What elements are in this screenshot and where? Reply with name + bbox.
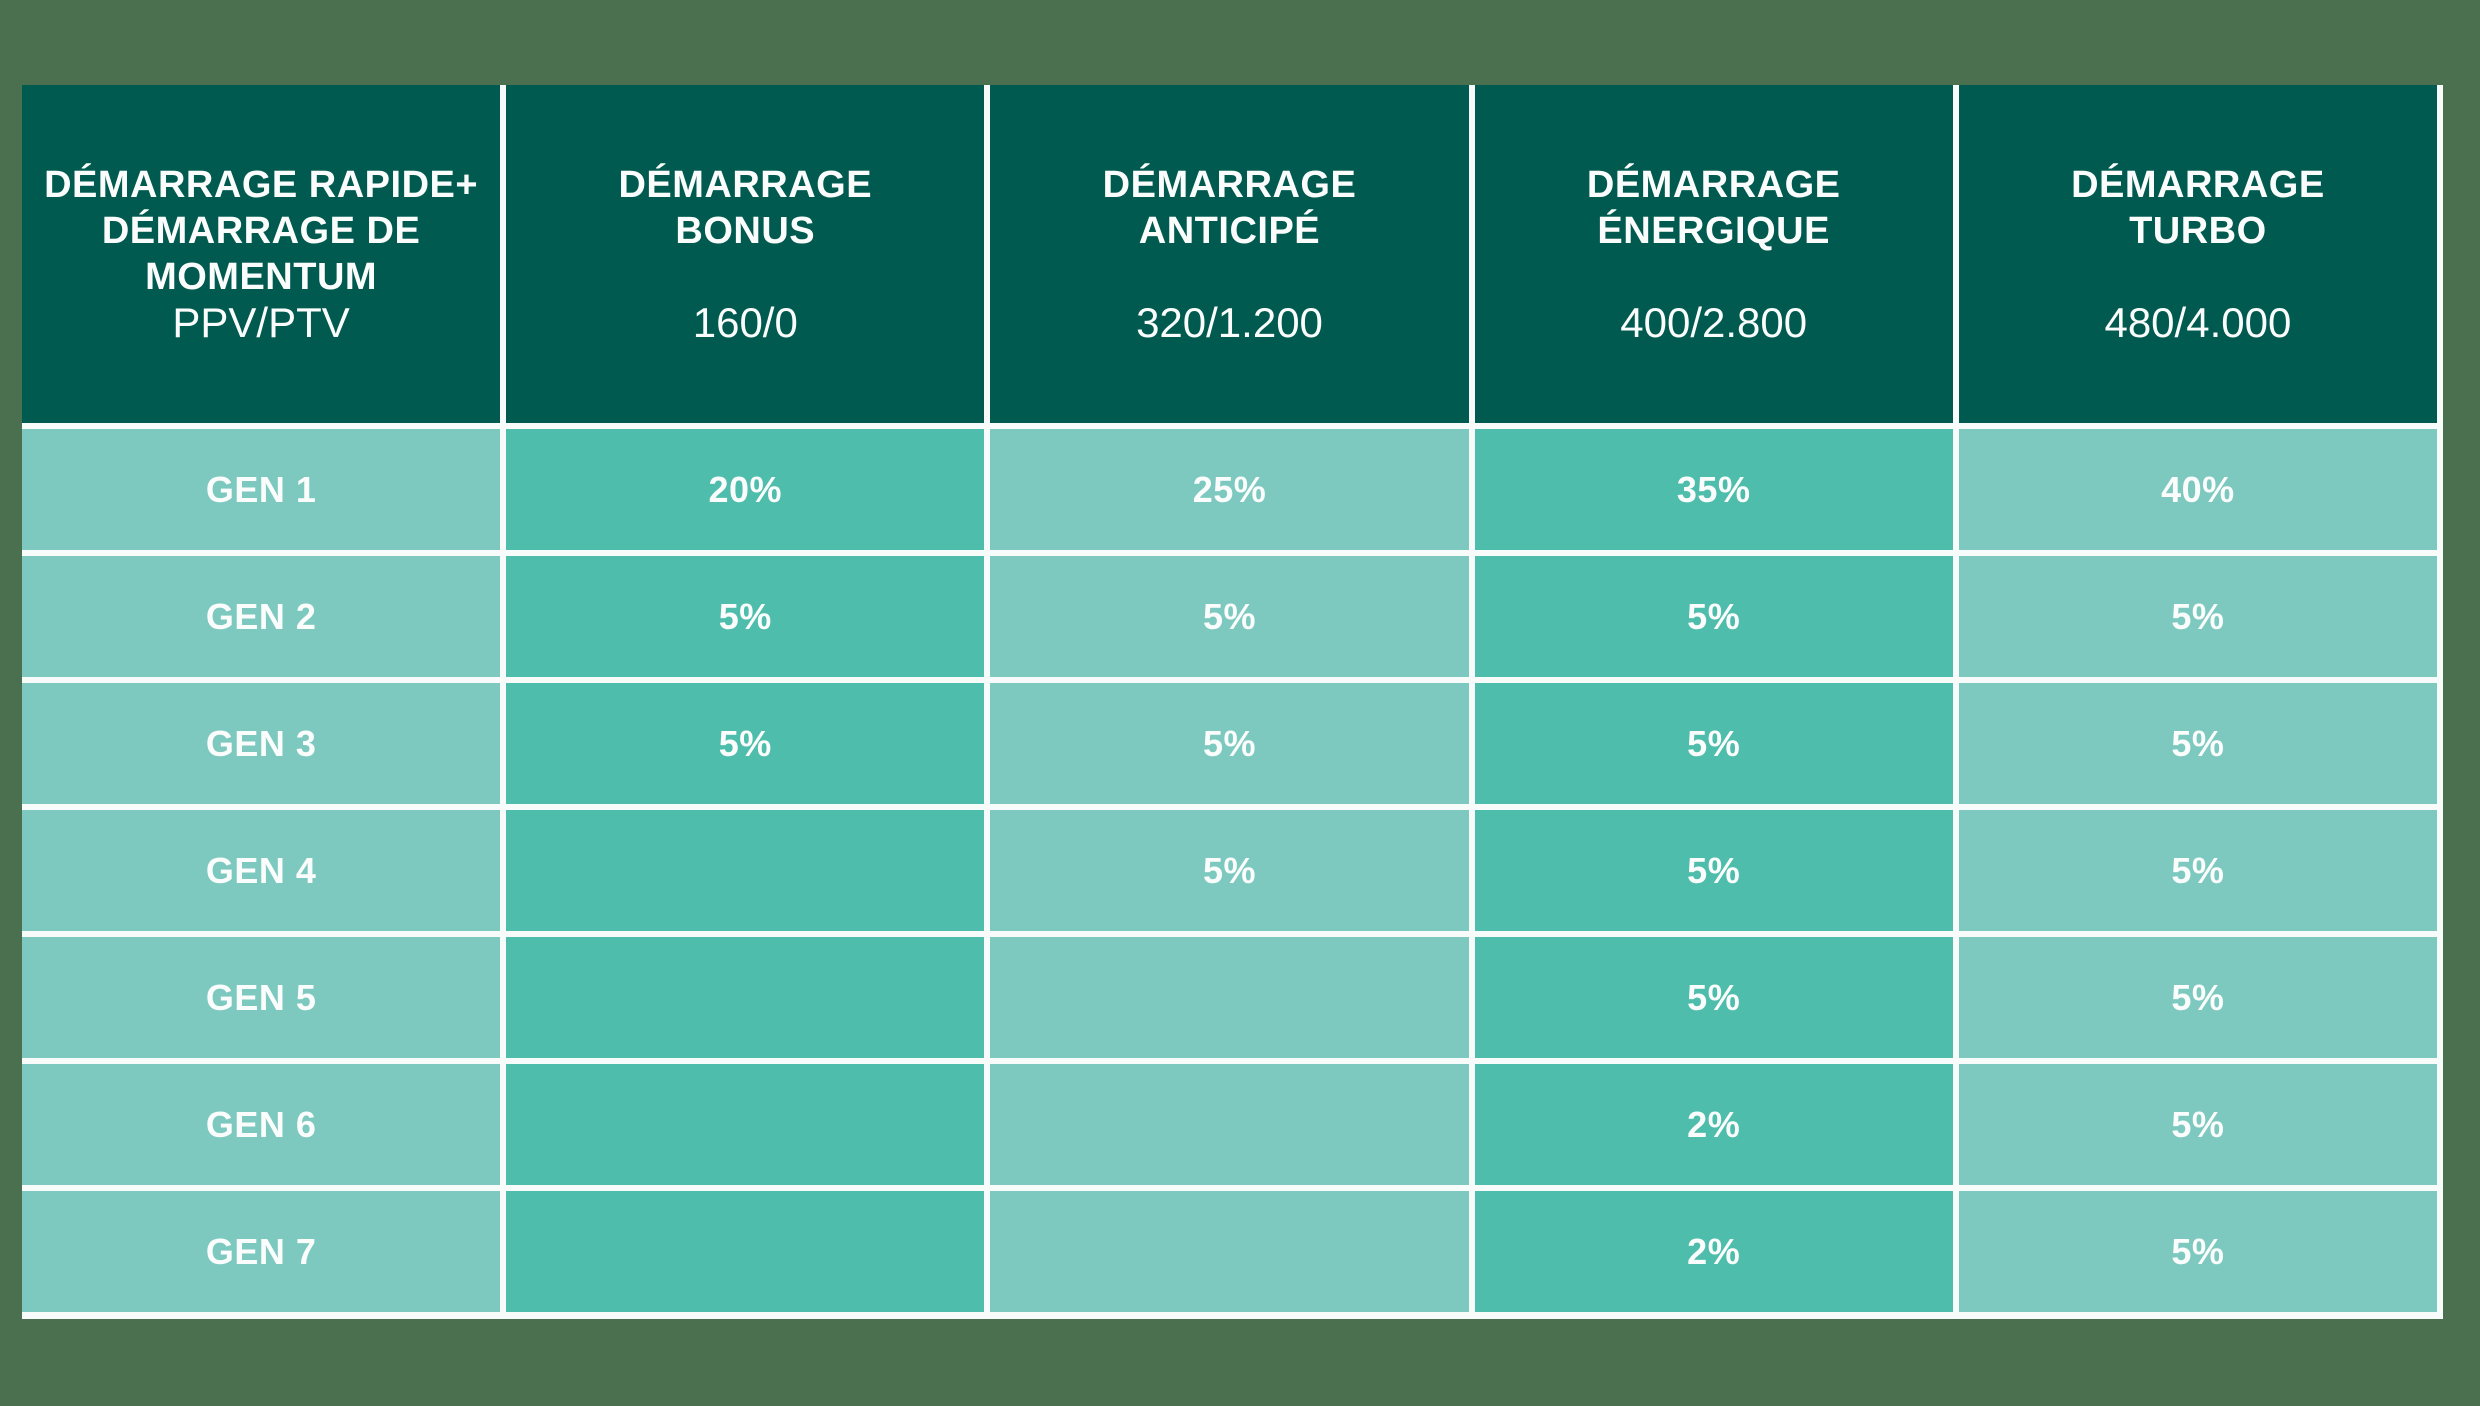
value-cell: 5%	[1958, 1191, 2437, 1312]
header-subtitle: PPV/PTV	[172, 299, 350, 346]
commission-table: DÉMARRAGE RAPIDE+ DÉMARRAGE DE MOMENTUM …	[22, 85, 2443, 1319]
value-cell: 35%	[1474, 429, 1953, 550]
header-title-line: DÉMARRAGE	[1102, 164, 1357, 206]
header-title: DÉMARRAGE RAPIDE+ DÉMARRAGE DE MOMENTUM	[44, 162, 478, 300]
value-cell: 25%	[990, 429, 1469, 550]
value-cell: 5%	[506, 683, 985, 804]
header-title-line: MOMENTUM	[145, 256, 378, 298]
value-cell: 5%	[1474, 810, 1953, 931]
value-cell: 5%	[1958, 937, 2437, 1058]
row-label-gen6: GEN 6	[22, 1064, 501, 1185]
value-cell: 5%	[990, 683, 1469, 804]
header-cell-momentum: DÉMARRAGE RAPIDE+ DÉMARRAGE DE MOMENTUM …	[22, 85, 501, 423]
value-cell: 5%	[1474, 683, 1953, 804]
header-subtitle: 480/4.000	[2104, 299, 2292, 346]
value-cell: 5%	[1474, 937, 1953, 1058]
value-cell: 5%	[1958, 1064, 2437, 1185]
header-title: DÉMARRAGE BONUS	[618, 162, 872, 254]
value-cell: 20%	[506, 429, 985, 550]
header-title: DÉMARRAGE ÉNERGIQUE	[1587, 162, 1841, 254]
value-cell: 40%	[1958, 429, 2437, 550]
value-cell	[990, 1064, 1469, 1185]
header-title: DÉMARRAGE TURBO	[2071, 162, 2325, 254]
value-cell	[990, 937, 1469, 1058]
header-title-line: DÉMARRAGE	[618, 164, 873, 206]
row-label-gen1: GEN 1	[22, 429, 501, 550]
value-cell: 5%	[1474, 556, 1953, 677]
header-title-line: ANTICIPÉ	[1138, 210, 1321, 252]
header-title-line: TURBO	[2129, 210, 2267, 252]
header-title-line: DÉMARRAGE DE	[101, 210, 421, 252]
header-subtitle: 320/1.200	[1136, 299, 1323, 346]
row-label-gen2: GEN 2	[22, 556, 501, 677]
row-label-gen3: GEN 3	[22, 683, 501, 804]
value-cell	[990, 1191, 1469, 1312]
header-subtitle: 160/0	[692, 299, 798, 346]
header-title-line: DÉMARRAGE RAPIDE+	[44, 164, 479, 206]
value-cell	[506, 1191, 985, 1312]
header-title-line: DÉMARRAGE	[2071, 164, 2325, 206]
row-label-gen5: GEN 5	[22, 937, 501, 1058]
header-cell-energique: DÉMARRAGE ÉNERGIQUE 400/2.800	[1474, 85, 1953, 423]
value-cell: 5%	[1958, 683, 2437, 804]
value-cell: 5%	[990, 556, 1469, 677]
value-cell: 2%	[1474, 1064, 1953, 1185]
header-title: DÉMARRAGE ANTICIPÉ	[1103, 162, 1357, 254]
value-cell: 5%	[990, 810, 1469, 931]
header-cell-bonus: DÉMARRAGE BONUS 160/0	[506, 85, 985, 423]
value-cell	[506, 1064, 985, 1185]
header-subtitle: 400/2.800	[1620, 299, 1808, 346]
value-cell: 5%	[1958, 810, 2437, 931]
header-cell-turbo: DÉMARRAGE TURBO 480/4.000	[1958, 85, 2437, 423]
header-title-line: ÉNERGIQUE	[1597, 210, 1830, 252]
row-label-gen4: GEN 4	[22, 810, 501, 931]
value-cell	[506, 810, 985, 931]
row-label-gen7: GEN 7	[22, 1191, 501, 1312]
header-cell-anticipe: DÉMARRAGE ANTICIPÉ 320/1.200	[990, 85, 1469, 423]
header-title-line: BONUS	[675, 210, 816, 252]
value-cell	[506, 937, 985, 1058]
value-cell: 2%	[1474, 1191, 1953, 1312]
value-cell: 5%	[1958, 556, 2437, 677]
value-cell: 5%	[506, 556, 985, 677]
header-title-line: DÉMARRAGE	[1586, 164, 1841, 206]
